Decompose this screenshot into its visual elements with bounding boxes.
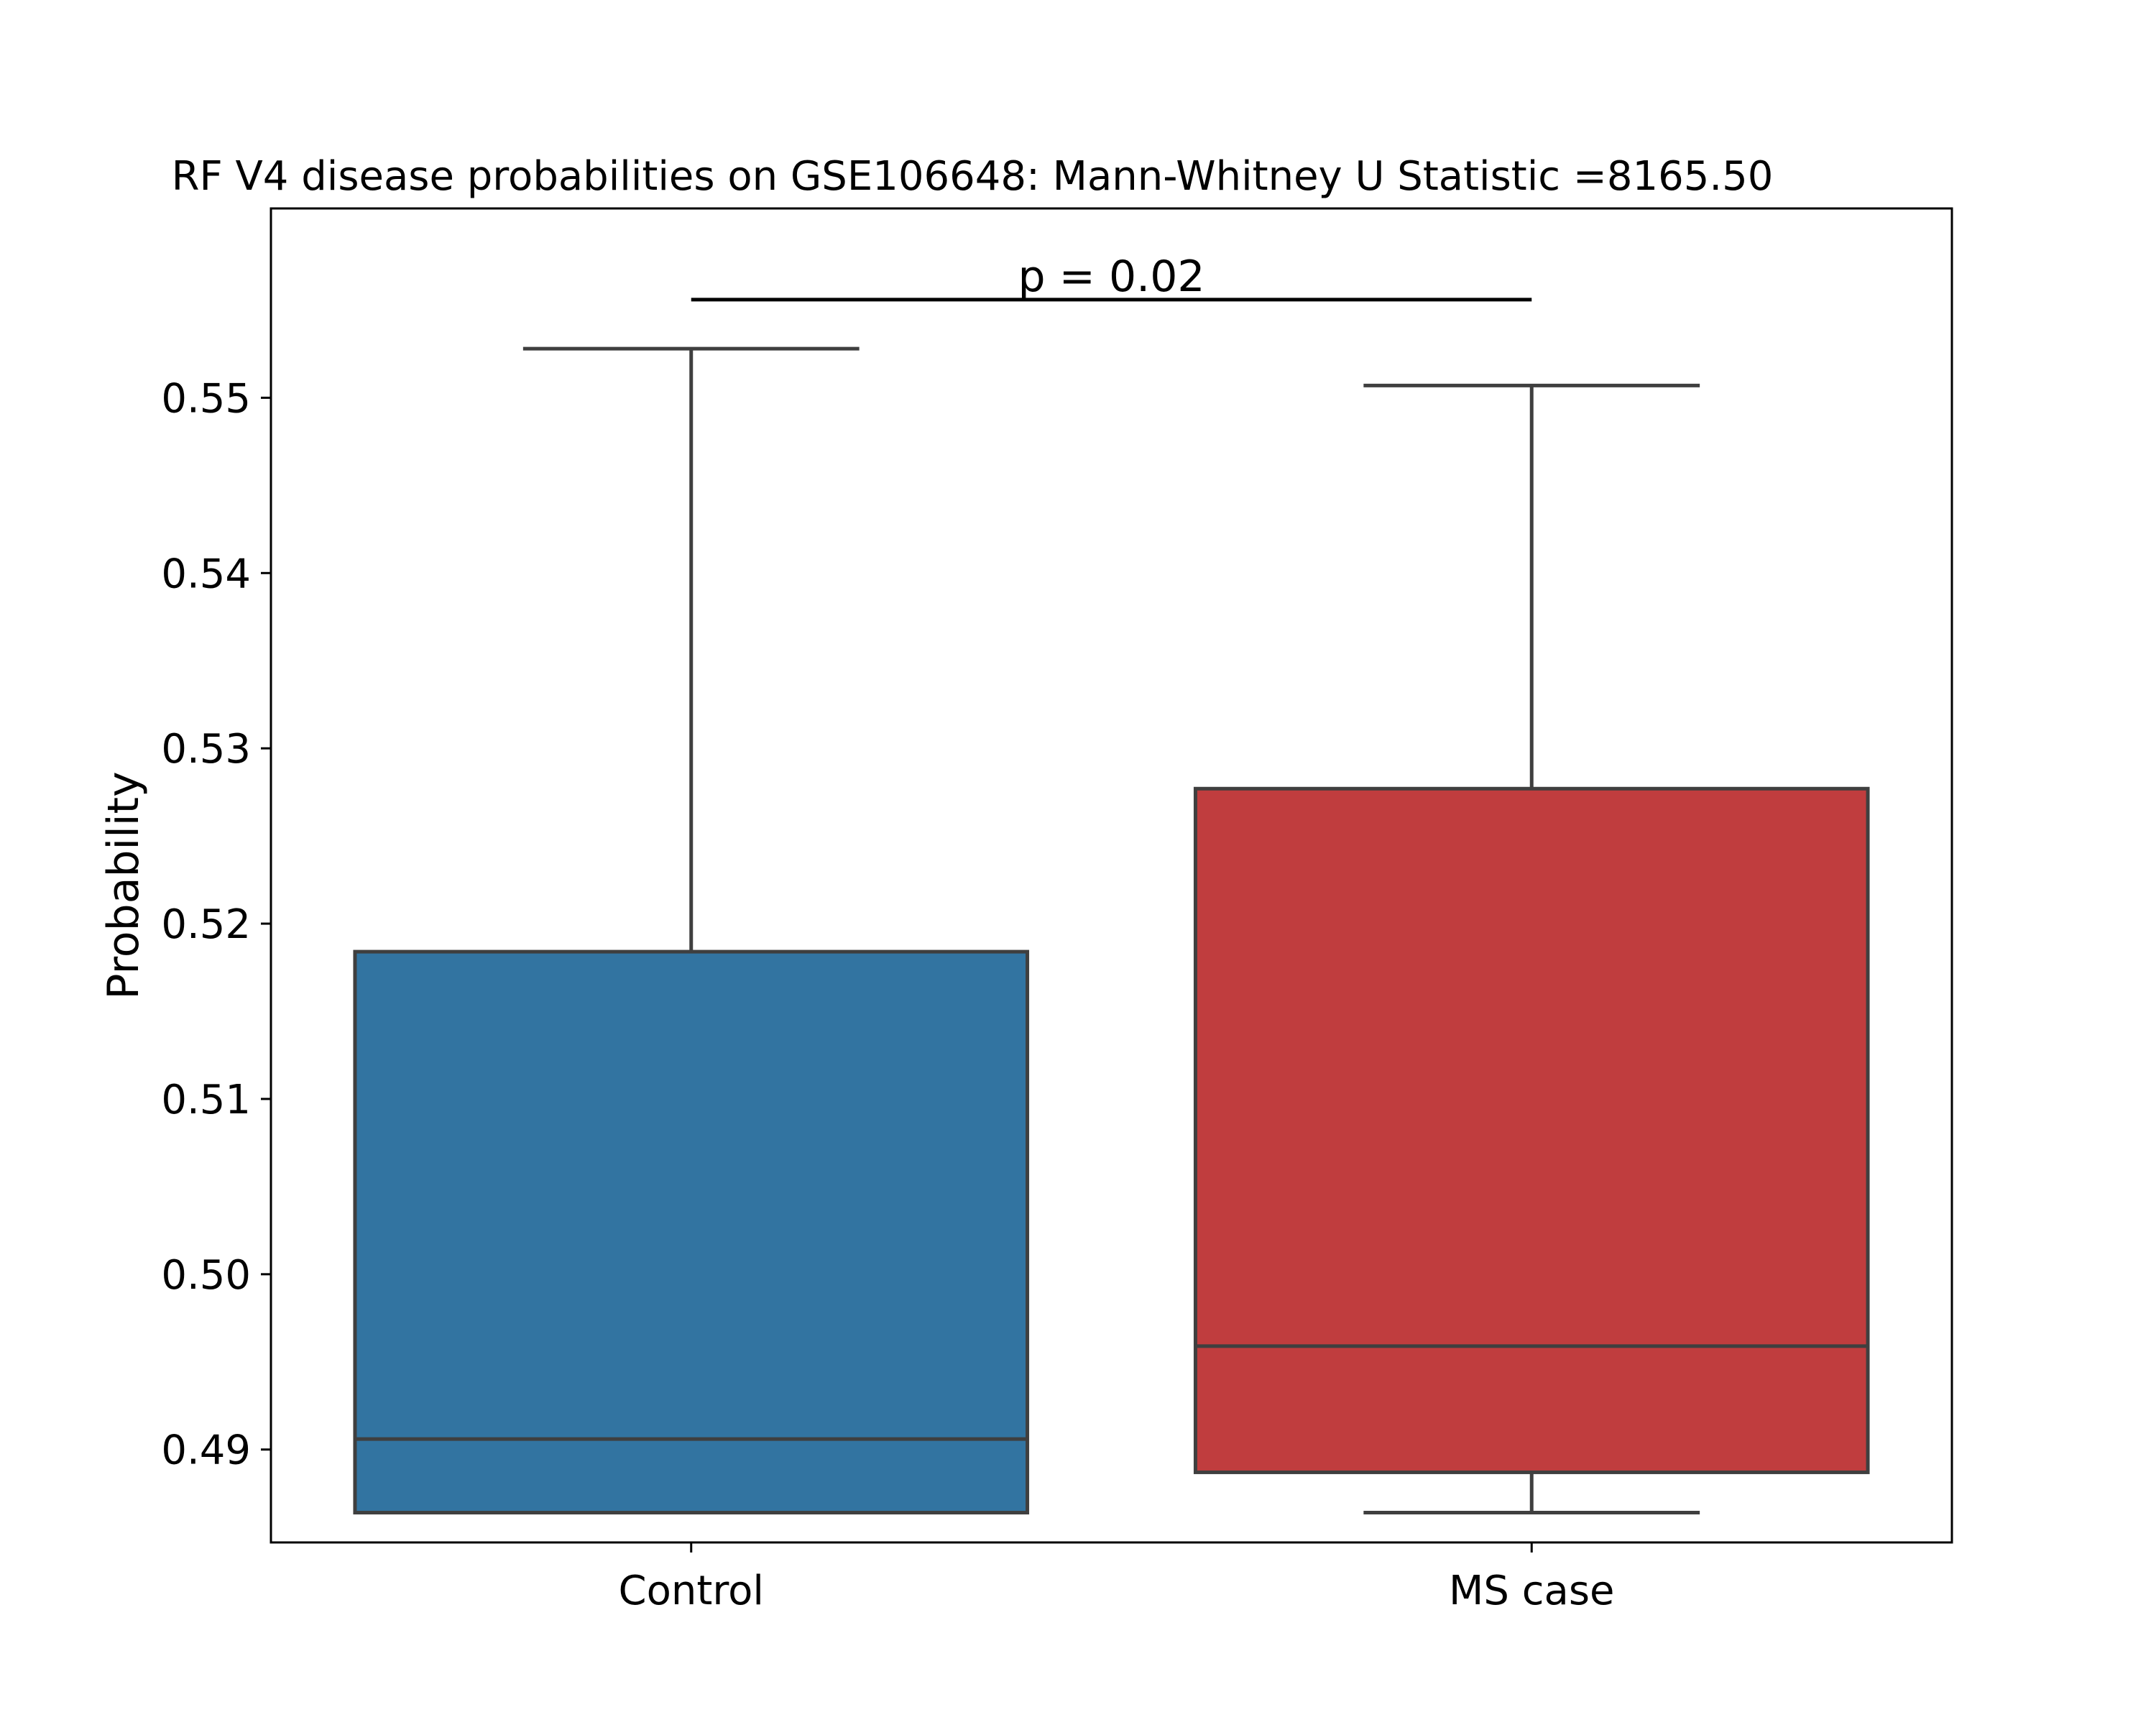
box-control xyxy=(353,949,1030,1515)
y-tick-label: 0.55 xyxy=(161,375,251,422)
box-group xyxy=(353,346,1870,1515)
x-tick-label: Control xyxy=(619,1568,764,1614)
y-tick-label: 0.49 xyxy=(161,1427,251,1474)
y-tick-label: 0.51 xyxy=(161,1077,251,1123)
x-axis: Control MS case xyxy=(619,1542,1614,1614)
box-ms-case xyxy=(1193,786,1870,1474)
significance-annotation: p = 0.02 xyxy=(691,252,1532,302)
y-tick-label: 0.52 xyxy=(161,901,251,948)
y-tick-label: 0.53 xyxy=(161,726,251,773)
y-axis-label: Probability xyxy=(98,771,149,999)
chart-title: RF V4 disease probabilities on GSE106648… xyxy=(172,153,1774,200)
plot-frame xyxy=(270,207,1953,1544)
p-value-label: p = 0.02 xyxy=(1018,252,1204,302)
y-axis: 0.49 0.50 0.51 0.52 0.53 0.54 0.55 xyxy=(161,375,271,1474)
y-tick-label: 0.50 xyxy=(161,1252,251,1299)
x-tick-label: MS case xyxy=(1449,1568,1614,1614)
y-tick-label: 0.54 xyxy=(161,551,251,597)
